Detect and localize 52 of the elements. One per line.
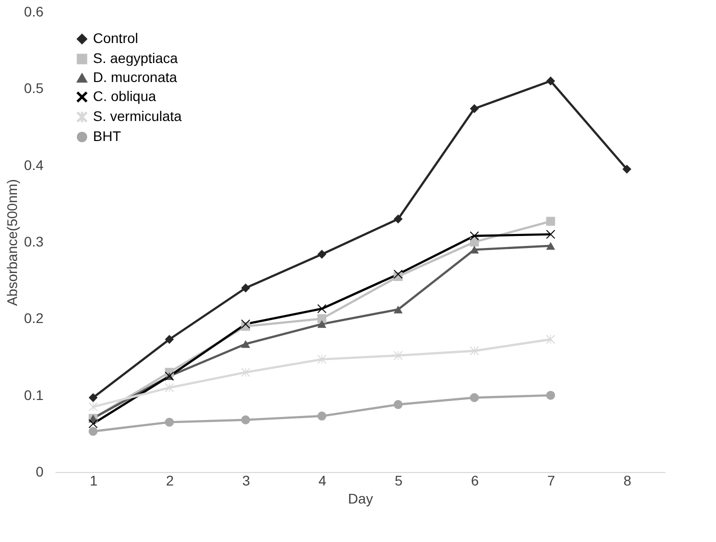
x-tick-label: 7 (547, 472, 556, 488)
x-tick-label: 3 (242, 472, 250, 488)
point (394, 306, 403, 314)
y-axis-title: Absorbance(500nm) (4, 179, 20, 306)
point (241, 284, 250, 292)
x-tick-label: 1 (90, 472, 98, 488)
x-tick-label: 4 (318, 472, 326, 488)
legend-label: S. vermiculata (93, 108, 182, 124)
point (317, 250, 326, 259)
point (88, 393, 98, 402)
point (317, 412, 326, 420)
point (546, 390, 556, 400)
point (317, 320, 326, 328)
point (470, 104, 479, 114)
x-tick-label: 2 (166, 472, 174, 488)
point (394, 214, 403, 224)
point (470, 231, 479, 240)
point (241, 415, 250, 424)
point (394, 400, 403, 409)
point (164, 334, 174, 344)
y-tick-label: 0.4 (24, 156, 44, 173)
y-tick-label: 0.5 (24, 80, 44, 96)
point (546, 76, 556, 86)
point (241, 340, 250, 348)
y-tick-label: 0.3 (24, 234, 44, 250)
point (470, 238, 479, 246)
point (317, 354, 326, 364)
legend-label: C. obliqua (93, 88, 156, 104)
legend-label: D. mucronata (93, 69, 178, 85)
point (470, 393, 479, 402)
x-tick-label: 8 (623, 472, 632, 488)
y-tick-label: 0.1 (24, 386, 44, 403)
point (317, 304, 326, 314)
y-tick-label: 0.2 (24, 310, 44, 326)
point (394, 270, 403, 279)
point (317, 314, 326, 324)
point (622, 164, 632, 174)
x-tick-label: 5 (394, 472, 403, 488)
point (394, 350, 403, 360)
point (164, 418, 174, 427)
x-axis-title: Day (348, 490, 373, 506)
x-tick-label: 6 (470, 472, 479, 488)
legend-label: Control (93, 30, 138, 46)
y-tick-label: 0.6 (24, 4, 44, 20)
y-tick-label: 0 (36, 464, 44, 480)
point (546, 216, 556, 226)
point (546, 242, 556, 250)
point (546, 230, 556, 239)
legend-label: S. aegyptiaca (93, 50, 178, 66)
point (88, 419, 98, 428)
point (88, 426, 98, 436)
legend-label: BHT (93, 128, 122, 144)
